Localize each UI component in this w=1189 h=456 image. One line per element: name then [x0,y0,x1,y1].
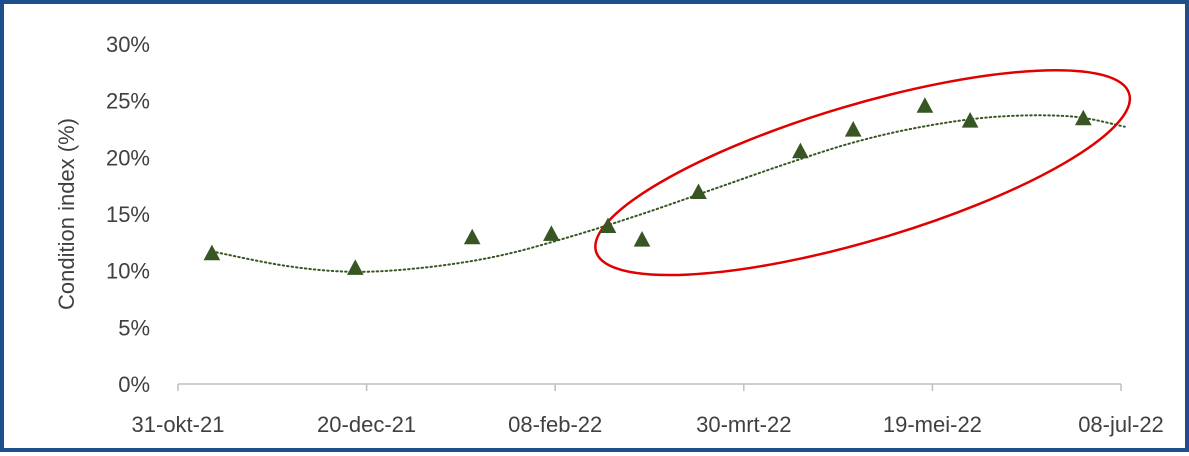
data-point-triangle [543,225,560,241]
y-tick-label: 20% [106,145,150,170]
data-point-triangle [599,217,617,233]
trendline [210,114,1126,273]
y-tick-label: 25% [106,89,150,114]
y-tick-label: 30% [106,32,150,57]
highlight-ellipse [594,68,1132,277]
chart-svg: 31-okt-21 20-dec-21 08-feb-22 30-mrt-22 19-m… [54,32,1164,437]
x-tick-label: 20-dec-21 [317,412,416,437]
data-point-triangle [690,183,707,199]
x-tick-label: 30-mrt-22 [696,412,791,437]
data-point-triangle [346,259,364,275]
x-tick-label: 19-mei-22 [883,412,982,437]
x-tick-label: 31-okt-21 [132,412,225,437]
data-point-triangle [203,244,221,261]
data-point-triangle [961,112,979,128]
data-point-triangle [1074,109,1092,126]
y-tick-label: 5% [118,315,150,340]
y-tick-label: 0% [118,372,150,397]
data-point-triangle [844,121,862,137]
data-point-triangle [916,97,934,113]
x-tick-label: 08-feb-22 [508,412,602,437]
data-point-triangle [792,142,809,159]
x-tick-label: 08-jul-22 [1078,412,1164,437]
y-tick-label: 10% [106,259,150,284]
data-point-triangle [633,231,651,247]
y-tick-label: 15% [106,202,150,227]
data-point-triangle [463,228,481,245]
y-axis-title: Condition index (%) [54,118,79,310]
